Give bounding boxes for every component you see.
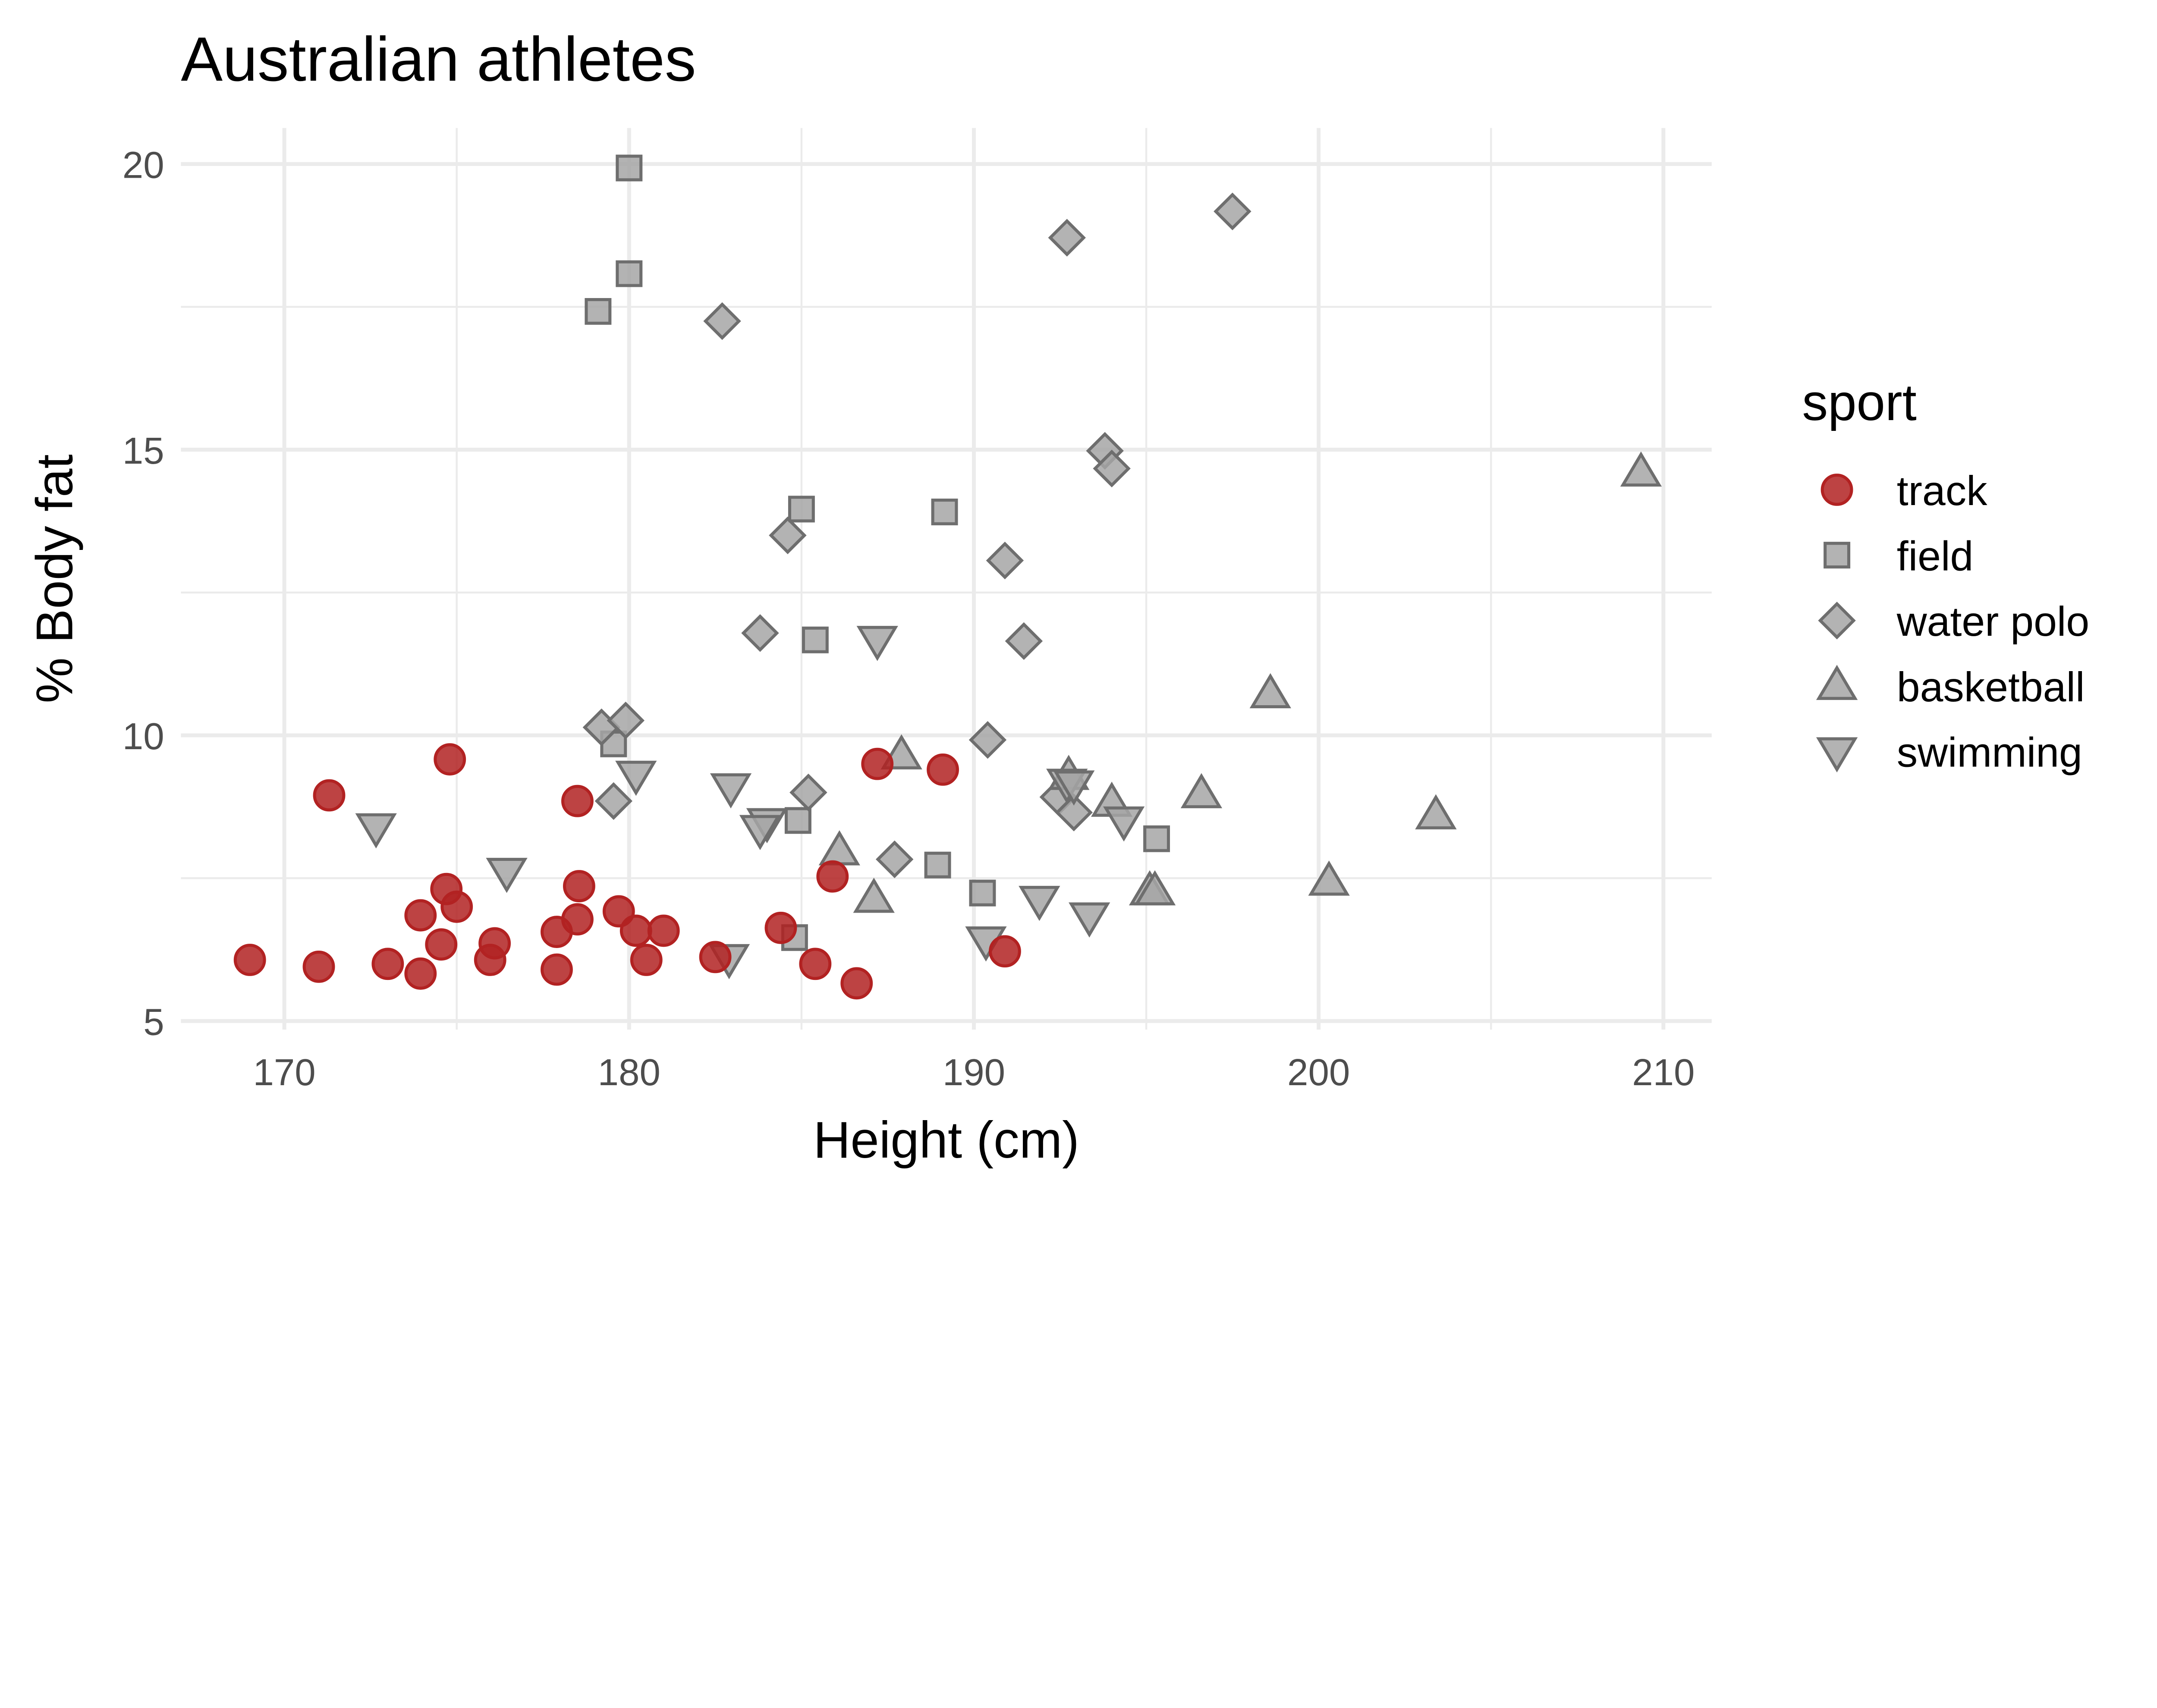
point-swimming xyxy=(1069,902,1110,938)
point-water-polo xyxy=(789,773,827,812)
point-track xyxy=(563,870,595,903)
point-basketball xyxy=(1180,773,1223,808)
point-basketball xyxy=(818,830,860,866)
point-track xyxy=(404,957,437,990)
point-basketball xyxy=(853,877,895,913)
legend-title: sport xyxy=(1802,374,1916,431)
grid xyxy=(181,128,1712,1030)
point-water-polo xyxy=(1005,622,1043,660)
point-field xyxy=(924,851,951,879)
point-track xyxy=(434,743,466,776)
point-basketball xyxy=(1134,870,1176,906)
point-track xyxy=(561,903,594,936)
ticks: 170 180 190 200 210 5 10 15 20 xyxy=(123,144,1695,1093)
legend-key-track xyxy=(1821,474,1853,506)
point-water-polo xyxy=(1048,219,1086,257)
point-track xyxy=(861,747,894,780)
point-basketball xyxy=(1415,794,1457,829)
point-swimming xyxy=(1019,885,1060,921)
point-track xyxy=(764,911,797,944)
legend-key-basketball xyxy=(1816,665,1858,700)
point-track xyxy=(302,950,335,983)
point-basketball xyxy=(1620,451,1662,487)
point-track xyxy=(699,941,732,973)
point-water-polo xyxy=(594,782,633,820)
x-tick-label: 190 xyxy=(943,1052,1005,1093)
point-water-polo xyxy=(741,614,779,652)
legend-label: swimming xyxy=(1897,728,2082,776)
point-field xyxy=(969,879,996,907)
point-track xyxy=(988,935,1021,968)
point-field xyxy=(784,807,811,834)
x-tick-label: 210 xyxy=(1632,1052,1695,1093)
y-tick-label: 20 xyxy=(123,144,164,186)
point-swimming xyxy=(710,773,752,809)
point-swimming xyxy=(739,815,781,851)
point-basketball xyxy=(1308,860,1350,896)
point-water-polo xyxy=(1093,449,1131,488)
point-track xyxy=(313,779,346,812)
legend-label: water polo xyxy=(1896,598,2089,645)
y-axis-title: % Body fat xyxy=(26,454,84,703)
point-water-polo xyxy=(769,516,807,554)
point-water-polo xyxy=(703,302,741,340)
point-track xyxy=(440,890,473,923)
points xyxy=(233,154,1662,1000)
point-field xyxy=(616,154,643,182)
legend: sport track field water polo basketball swim… xyxy=(1802,374,2089,776)
x-tick-label: 180 xyxy=(598,1052,660,1093)
point-swimming xyxy=(486,857,528,893)
point-track xyxy=(799,948,832,980)
point-field xyxy=(585,298,612,325)
point-field xyxy=(1143,825,1170,852)
point-field xyxy=(616,260,643,287)
point-track xyxy=(816,860,849,893)
point-water-polo xyxy=(986,541,1024,580)
y-tick-label: 10 xyxy=(123,716,164,757)
point-track xyxy=(478,927,511,960)
scatter-chart: 170 180 190 200 210 5 10 15 20 Australian athlet… xyxy=(26,24,2090,1169)
point-track xyxy=(233,944,266,976)
point-track xyxy=(619,914,652,947)
point-basketball xyxy=(1249,673,1291,709)
point-swimming xyxy=(1103,806,1145,842)
point-field xyxy=(931,498,958,525)
legend-key-swimming xyxy=(1816,737,1858,772)
legend-label: track xyxy=(1897,467,1987,514)
point-field xyxy=(802,626,829,653)
point-track xyxy=(404,899,437,932)
point-track xyxy=(840,967,873,1000)
point-track xyxy=(927,753,959,786)
legend-label: field xyxy=(1897,533,1974,580)
x-tick-label: 200 xyxy=(1287,1052,1350,1093)
point-swimming xyxy=(856,626,898,661)
point-water-polo xyxy=(1055,793,1093,832)
point-swimming xyxy=(615,760,657,796)
y-tick-label: 15 xyxy=(123,430,164,472)
point-track xyxy=(561,785,594,817)
point-swimming xyxy=(1053,770,1095,806)
x-tick-label: 170 xyxy=(253,1052,315,1093)
point-water-polo xyxy=(968,721,1007,759)
point-field xyxy=(788,496,815,523)
legend-key-field xyxy=(1824,542,1851,569)
point-water-polo xyxy=(1214,192,1251,230)
point-track xyxy=(630,944,663,976)
point-track xyxy=(371,948,404,980)
point-water-polo xyxy=(875,840,914,879)
point-swimming xyxy=(355,813,397,849)
legend-label: basketball xyxy=(1897,663,2085,710)
point-water-polo xyxy=(607,701,645,740)
y-tick-label: 5 xyxy=(143,1001,164,1043)
chart-title: Australian athletes xyxy=(181,24,696,94)
legend-key-water-polo xyxy=(1818,601,1856,640)
point-track xyxy=(425,928,458,961)
point-track xyxy=(541,953,573,986)
x-axis-title: Height (cm) xyxy=(813,1111,1079,1169)
point-track xyxy=(647,914,680,947)
